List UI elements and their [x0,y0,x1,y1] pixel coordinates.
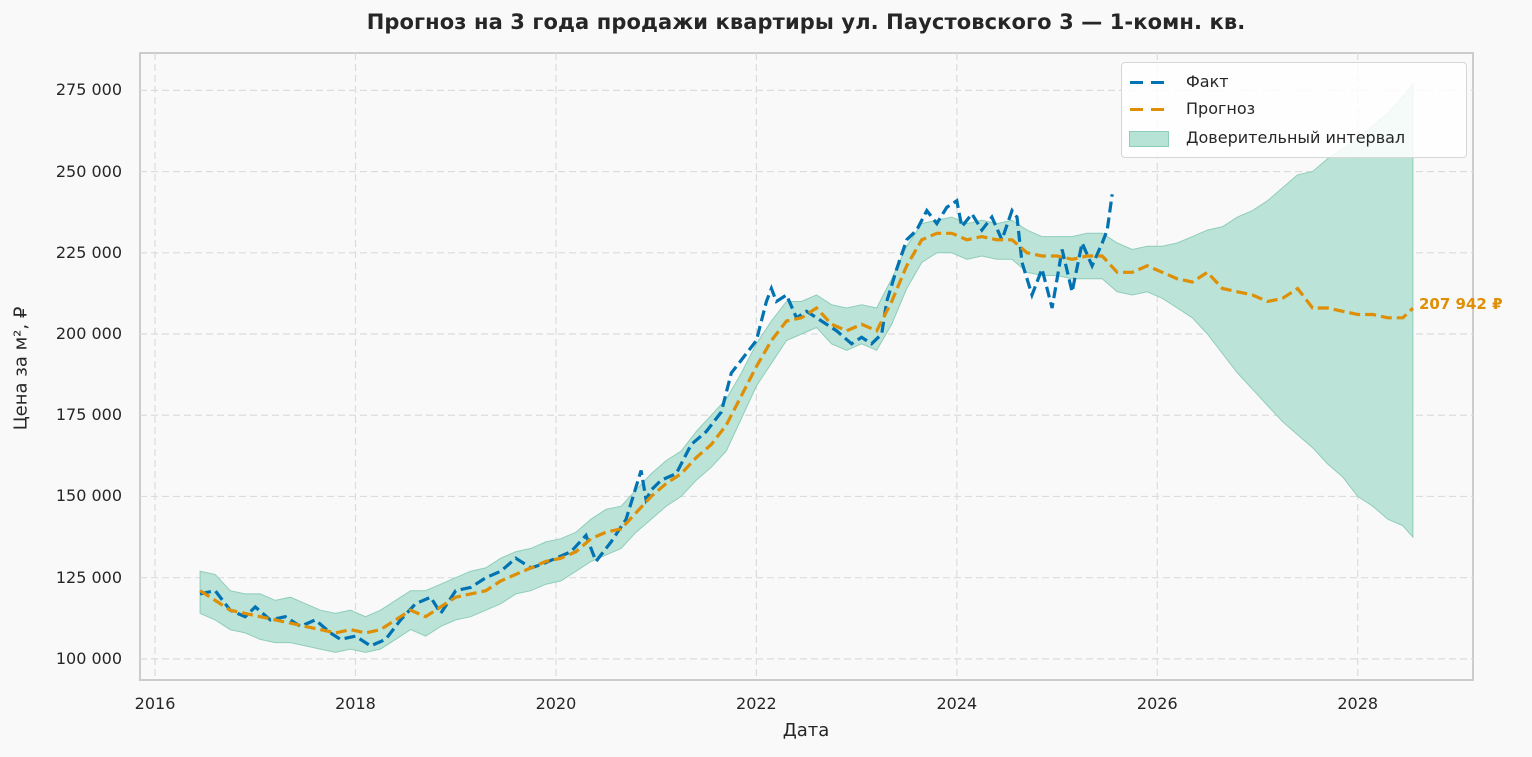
forecast-end-value-label: 207 942 ₽ [1419,295,1503,313]
legend-label-interval: Доверительный интервал [1186,128,1406,147]
legend-item-fact: Факт [1122,71,1466,95]
x-tick-label: 2022 [736,694,777,713]
x-tick-label: 2028 [1337,694,1379,713]
forecast-line [199,231,1415,635]
x-tick-label: 2018 [335,694,376,713]
legend-label-forecast: Прогноз [1186,99,1256,118]
x-tick-label: 2020 [535,694,577,713]
y-tick-label: 200 000 [55,324,122,343]
y-tick-label: 275 000 [55,80,122,100]
y-tick-label: 250 000 [55,161,122,181]
interval-swatch-icon [1129,131,1169,147]
fact-line [199,194,1114,648]
x-tick-label: 2016 [134,694,176,713]
y-tick-label: 150 000 [55,486,122,506]
y-tick-label: 100 000 [55,648,122,668]
y-tick-label: 125 000 [55,567,122,587]
x-axis-label: Дата [782,720,830,741]
legend-item-forecast: Прогноз [1122,98,1466,122]
legend-label-fact: Факт [1186,72,1229,91]
x-tick-label: 2024 [936,694,978,713]
legend: Факт Прогноз Доверительный интервал [1121,62,1467,158]
legend-item-interval: Доверительный интервал [1122,127,1466,151]
y-tick-label: 225 000 [55,242,122,262]
y-axis-label: Цена за м², ₽ [10,306,32,431]
y-tick-label: 175 000 [55,405,122,425]
x-tick-label: 2026 [1136,694,1178,713]
chart-title: Прогноз на 3 года продажи квартиры ул. П… [366,10,1246,34]
